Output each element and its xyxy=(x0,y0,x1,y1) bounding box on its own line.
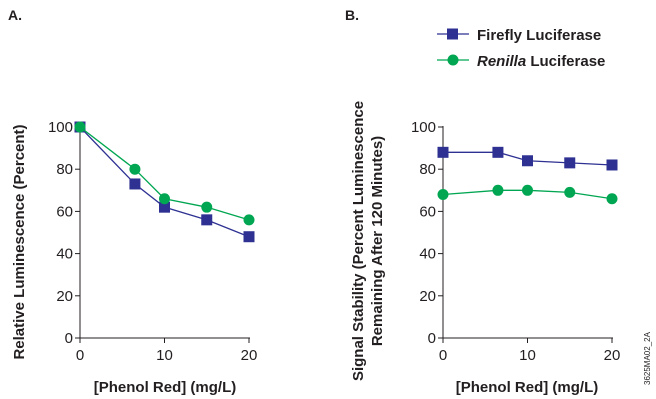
chart-a-y-tick-label: 0 xyxy=(65,330,73,347)
chart-b-y-tick-label: 0 xyxy=(428,330,436,347)
chart-a: Relative Luminescence (Percent) [Phenol … xyxy=(11,119,257,396)
legend-firefly-label: Firefly Luciferase xyxy=(477,27,601,44)
chart-a-x-tick-label: 0 xyxy=(76,347,84,364)
chart-b-firefly-point xyxy=(437,146,449,158)
chart-a-y-tick-label: 100 xyxy=(48,119,73,136)
chart-a-renilla-point xyxy=(159,193,170,205)
legend-firefly-marker xyxy=(447,28,458,40)
chart-b-y-tick-label: 60 xyxy=(419,203,436,220)
legend-renilla-label: Renilla Luciferase xyxy=(477,53,605,70)
legend-renilla-italic: Renilla xyxy=(477,53,526,70)
chart-b-x-tick-label: 20 xyxy=(604,347,621,364)
chart-b-y-tick-label: 40 xyxy=(419,246,436,263)
chart-a-renilla-point xyxy=(74,121,86,133)
chart-b-x-tick-label: 10 xyxy=(519,347,536,364)
chart-b-firefly-point xyxy=(564,157,576,169)
figure-id: 3625MA02_2A xyxy=(643,331,652,385)
chart-a-firefly-line xyxy=(79,126,250,238)
chart-a-x-axis-title: [Phenol Red] (mg/L) xyxy=(94,379,237,396)
legend: Firefly Luciferase Renilla Luciferase xyxy=(437,27,605,70)
chart-b-renilla-point xyxy=(522,184,533,196)
chart-a-firefly-point xyxy=(201,214,213,226)
chart-b-x-axis-title: [Phenol Red] (mg/L) xyxy=(456,379,599,396)
chart-b: Signal Stability (Percent Luminescence R… xyxy=(350,101,620,396)
chart-b-y-tick-label: 80 xyxy=(419,161,436,178)
chart-a-firefly-point xyxy=(129,178,141,190)
chart-b-firefly-point xyxy=(606,159,618,171)
chart-b-renilla-point xyxy=(606,193,618,205)
legend-renilla-marker xyxy=(447,54,459,66)
chart-a-y-tick-label: 60 xyxy=(56,203,73,220)
chart-b-y-tick-label: 100 xyxy=(411,119,436,136)
chart-b-y-tick-label: 20 xyxy=(419,288,436,305)
chart-b-renilla-point xyxy=(437,189,449,201)
chart-b-x-tick-label: 0 xyxy=(439,347,447,364)
chart-a-renilla-point xyxy=(129,163,141,175)
chart-b-y-axis-title-line1: Signal Stability (Percent Luminescence xyxy=(350,101,367,381)
chart-a-y-tick-label: 40 xyxy=(56,246,73,263)
chart-a-y-axis-title: Relative Luminescence (Percent) xyxy=(11,124,28,359)
chart-b-firefly-point xyxy=(522,155,533,167)
chart-a-x-tick-label: 10 xyxy=(156,347,173,364)
chart-a-renilla-point xyxy=(243,214,255,226)
chart-a-y-tick-label: 20 xyxy=(56,288,73,305)
chart-b-y-axis-title-line2: Remaining After 120 Minutes) xyxy=(369,136,386,346)
chart-a-x-tick-label: 20 xyxy=(241,347,258,364)
legend-renilla-rest: Luciferase xyxy=(526,53,605,70)
chart-a-firefly-point xyxy=(159,201,170,213)
chart-a-y-tick-label: 80 xyxy=(56,161,73,178)
panel-a-label: A. xyxy=(8,7,22,23)
chart-b-firefly-point xyxy=(492,146,504,158)
chart-b-renilla-point xyxy=(564,186,576,198)
chart-a-firefly-point xyxy=(243,231,255,243)
chart-b-renilla-point xyxy=(492,184,504,196)
panel-b-label: B. xyxy=(345,7,359,23)
chart-a-renilla-point xyxy=(201,201,213,213)
